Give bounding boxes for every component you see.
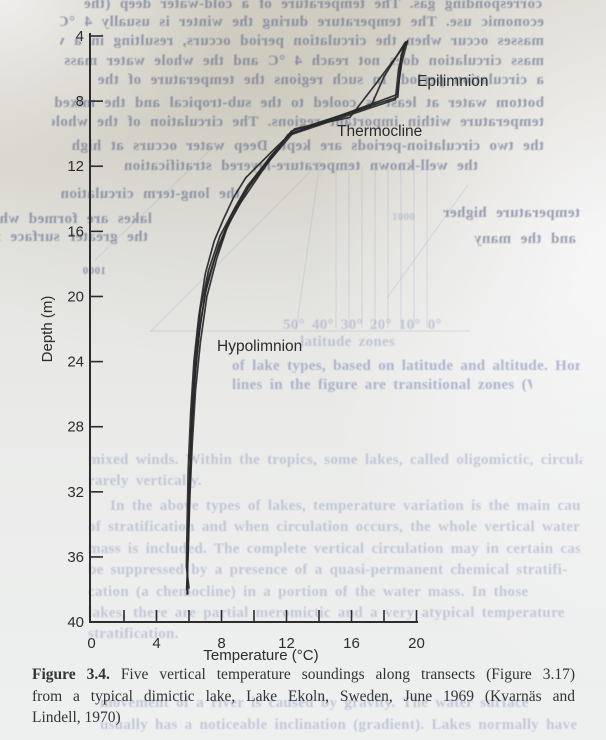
y-tick-label: 28 bbox=[67, 419, 84, 436]
y-tick-label: 8 bbox=[76, 93, 84, 110]
y-tick-label: 16 bbox=[67, 223, 84, 240]
y-axis-title: Depth (m) bbox=[39, 296, 56, 363]
y-tick-label: 36 bbox=[67, 549, 84, 566]
x-tick-label: 16 bbox=[343, 635, 360, 652]
figure-caption: Figure 3.4. Five vertical temperature so… bbox=[32, 664, 575, 729]
y-tick-label: 32 bbox=[67, 484, 84, 501]
x-tick-label: 12 bbox=[278, 635, 295, 652]
y-tick-label: 4 bbox=[76, 28, 84, 45]
caption-line-2: from a typical dimictic lake, Lake Ekoln… bbox=[32, 687, 575, 705]
x-axis-title: Temperature (°C) bbox=[203, 647, 318, 664]
y-tick-label: 12 bbox=[67, 158, 84, 175]
x-tick-label: 20 bbox=[408, 635, 425, 652]
caption-text-1: Five vertical temperature soundings alon… bbox=[120, 666, 576, 683]
y-tick-label: 40 bbox=[67, 614, 84, 631]
sounding-line-sounding-3 bbox=[185, 41, 408, 591]
caption-line-1: Figure 3.4. Five vertical temperature so… bbox=[32, 664, 575, 686]
y-tick-label: 20 bbox=[67, 288, 84, 305]
x-tick-label: 8 bbox=[217, 635, 225, 652]
x-tick-label: 4 bbox=[152, 635, 160, 652]
y-tick-label: 24 bbox=[67, 354, 84, 371]
annotation-epilimnion: Epilimnion bbox=[417, 73, 489, 90]
caption-figure-label: Figure 3.4. bbox=[32, 666, 110, 683]
x-tick-label: 0 bbox=[87, 635, 95, 652]
caption-line-3: Lindell, 1970) bbox=[32, 709, 121, 726]
sounding-line-sounding-4 bbox=[185, 43, 406, 589]
annotation-thermocline: Thermocline bbox=[337, 123, 422, 140]
sounding-line-sounding-5 bbox=[186, 40, 409, 595]
annotation-hypolimnion: Hypolimnion bbox=[217, 338, 302, 355]
